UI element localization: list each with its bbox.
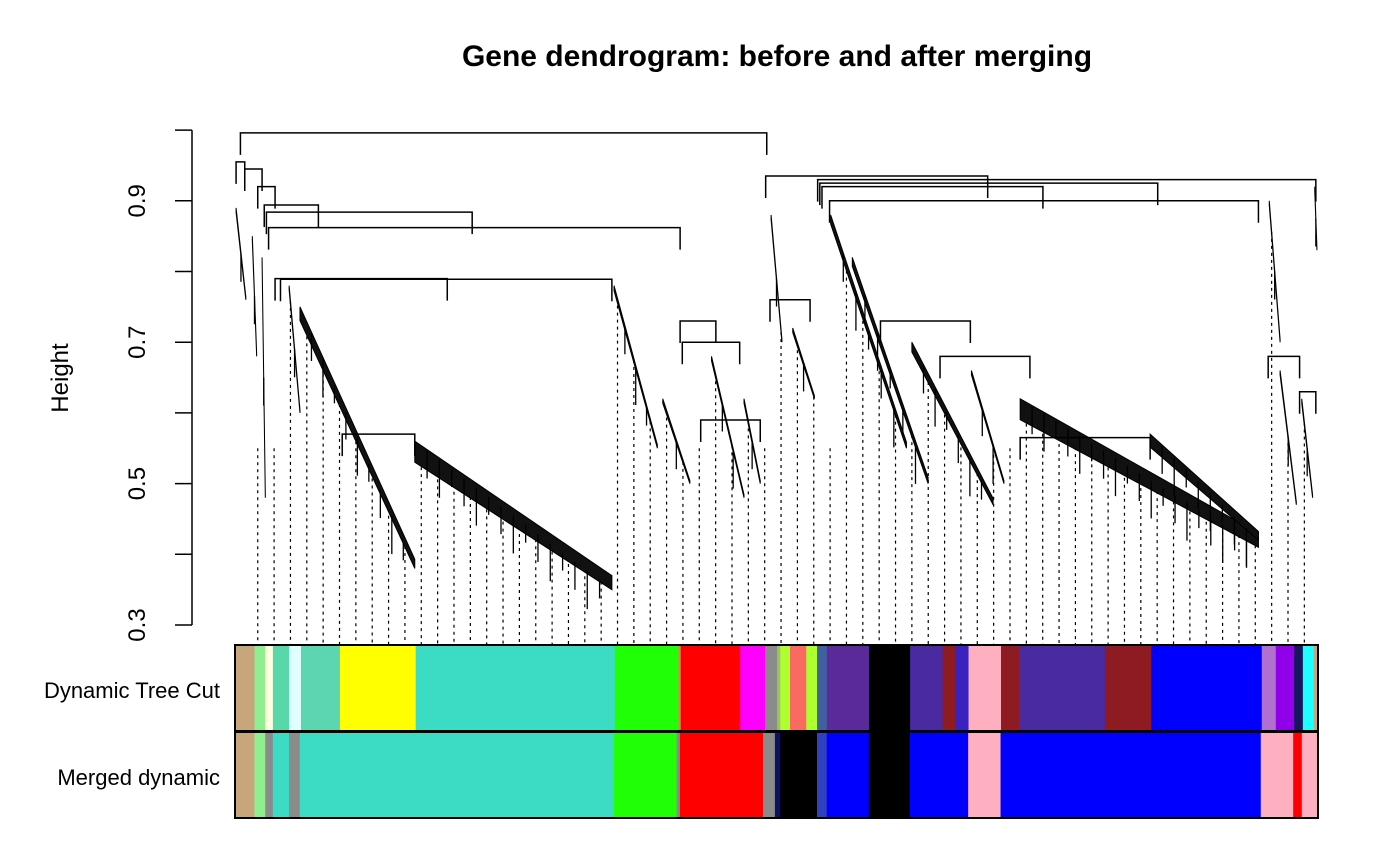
module-color-segment: [1313, 645, 1319, 731]
dendrogram-branch-fan: [851, 257, 929, 484]
module-color-segment: [679, 732, 764, 818]
dendrogram-merge: [263, 204, 320, 228]
y-tick-label: 0.5: [124, 467, 151, 500]
y-tick-label: 0.3: [124, 608, 151, 641]
dendrogram-merge: [679, 320, 717, 343]
module-color-segment: [272, 645, 290, 731]
module-color-segment: [254, 645, 266, 731]
dendrogram-merge: [681, 341, 741, 365]
module-color-segment: [968, 732, 1002, 818]
dendrogram-merge: [1298, 390, 1317, 414]
module-color-segment: [806, 645, 818, 731]
dendrogram-merge: [816, 178, 1317, 202]
dendrogram-merge: [267, 226, 681, 250]
dendrogram-merge: [699, 419, 762, 442]
module-color-segment: [968, 645, 1002, 731]
module-color-segment: [1301, 732, 1319, 818]
module-color-segment: [235, 732, 256, 818]
module-color-segment: [1260, 732, 1294, 818]
module-color-segment: [299, 732, 615, 818]
dendrogram-merge: [769, 299, 811, 322]
color-row-border: [234, 731, 1319, 819]
dendrogram-merge: [828, 200, 1260, 223]
module-color-segment: [955, 645, 970, 731]
module-color-segment: [763, 732, 776, 818]
dendrogram-merge: [243, 168, 263, 191]
dendrogram-merge: [274, 277, 449, 301]
module-color-segment: [415, 645, 616, 731]
dendrogram-merge: [256, 185, 276, 209]
module-color-segment: [909, 732, 969, 818]
dendrogram-branch-fan: [711, 356, 745, 498]
module-color-segment: [339, 645, 417, 731]
module-color-segment: [1019, 645, 1106, 731]
module-color-segment: [1261, 645, 1277, 731]
module-color-segment: [826, 732, 870, 818]
module-color-segment: [1000, 645, 1020, 731]
module-color-segment: [265, 732, 274, 818]
module-color-segment: [777, 645, 781, 731]
module-color-segment: [289, 645, 302, 731]
dendrogram-merge: [279, 278, 613, 302]
module-color-segment: [235, 645, 256, 731]
module-color-segment: [869, 645, 911, 731]
module-color-segment: [680, 645, 741, 731]
dendrogram-merge: [819, 182, 1159, 206]
module-color-segment: [300, 645, 341, 731]
module-color-segment: [910, 645, 944, 731]
module-color-segment: [942, 645, 957, 731]
module-color-segment: [868, 732, 911, 818]
dendrogram-merge: [235, 161, 246, 184]
module-color-segment: [765, 645, 778, 731]
dendrogram-branch-fan: [970, 370, 1005, 484]
module-color-segment: [614, 645, 680, 731]
dendrogram-merge: [939, 355, 1031, 379]
module-color-segment: [288, 732, 301, 818]
module-color-segment: [678, 645, 682, 731]
dendrogram-merge: [1267, 355, 1301, 379]
dendrogram-merge: [265, 211, 473, 235]
module-color-segment: [1294, 645, 1304, 731]
chart-title: Gene dendrogram: before and after mergin…: [461, 40, 1093, 73]
module-color-segment: [265, 645, 274, 731]
module-color-segment: [817, 645, 828, 731]
module-color-segment: [613, 732, 678, 818]
dendrogram-merge: [821, 185, 1044, 209]
color-row-label-merged: Merged dynamic: [57, 765, 220, 790]
module-color-segment: [1302, 645, 1315, 731]
module-color-segment: [780, 645, 791, 731]
module-color-segment: [740, 645, 766, 731]
module-color-segment: [1293, 732, 1303, 818]
module-color-segment: [774, 732, 781, 818]
dendrogram-merge: [341, 433, 416, 457]
dendrogram-branch-fan: [911, 341, 994, 506]
module-color-segment: [1000, 732, 1262, 818]
module-color-segment: [780, 732, 818, 818]
module-color-segment: [1151, 645, 1263, 731]
module-color-segment: [254, 732, 266, 818]
dendrogram-merge: [879, 320, 972, 343]
y-tick-label: 0.7: [124, 326, 151, 359]
module-color-segment: [1104, 645, 1152, 731]
y-axis-label: Height: [47, 343, 74, 413]
module-color-segment: [1275, 645, 1295, 731]
color-row-label-dynamic: Dynamic Tree Cut: [43, 678, 220, 703]
module-color-segment: [676, 732, 681, 818]
module-color-segment: [790, 645, 807, 731]
module-color-segment: [272, 732, 290, 818]
dendrogram-merge: [1019, 436, 1151, 460]
dendrogram-merge: [239, 132, 768, 155]
module-color-segment: [826, 645, 870, 731]
y-tick-label: 0.9: [124, 184, 151, 217]
module-color-segment: [816, 732, 828, 818]
